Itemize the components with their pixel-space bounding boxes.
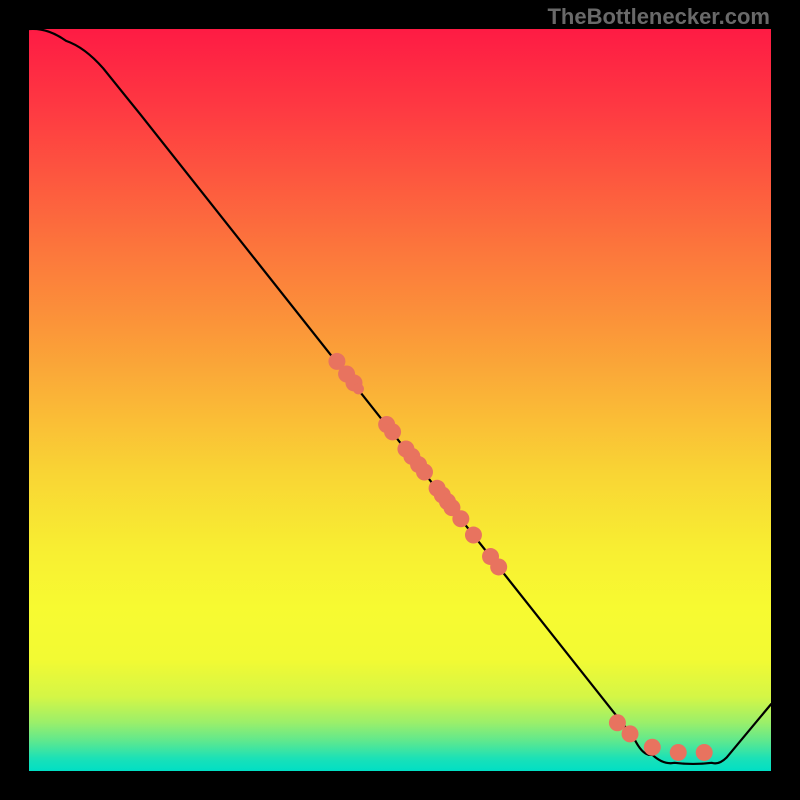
data-marker (416, 463, 433, 480)
data-marker (384, 423, 401, 440)
chart-container: TheBottlenecker.com (0, 0, 800, 800)
data-marker (696, 744, 713, 761)
data-marker (670, 744, 687, 761)
data-marker (353, 383, 364, 394)
data-marker (452, 510, 469, 527)
data-marker (644, 739, 661, 756)
plot-area (29, 29, 771, 771)
bottleneck-curve (29, 29, 771, 764)
plot-overlay (29, 29, 771, 771)
data-marker (622, 725, 639, 742)
data-marker (490, 558, 507, 575)
data-marker (465, 527, 482, 544)
watermark-text: TheBottlenecker.com (547, 4, 770, 30)
